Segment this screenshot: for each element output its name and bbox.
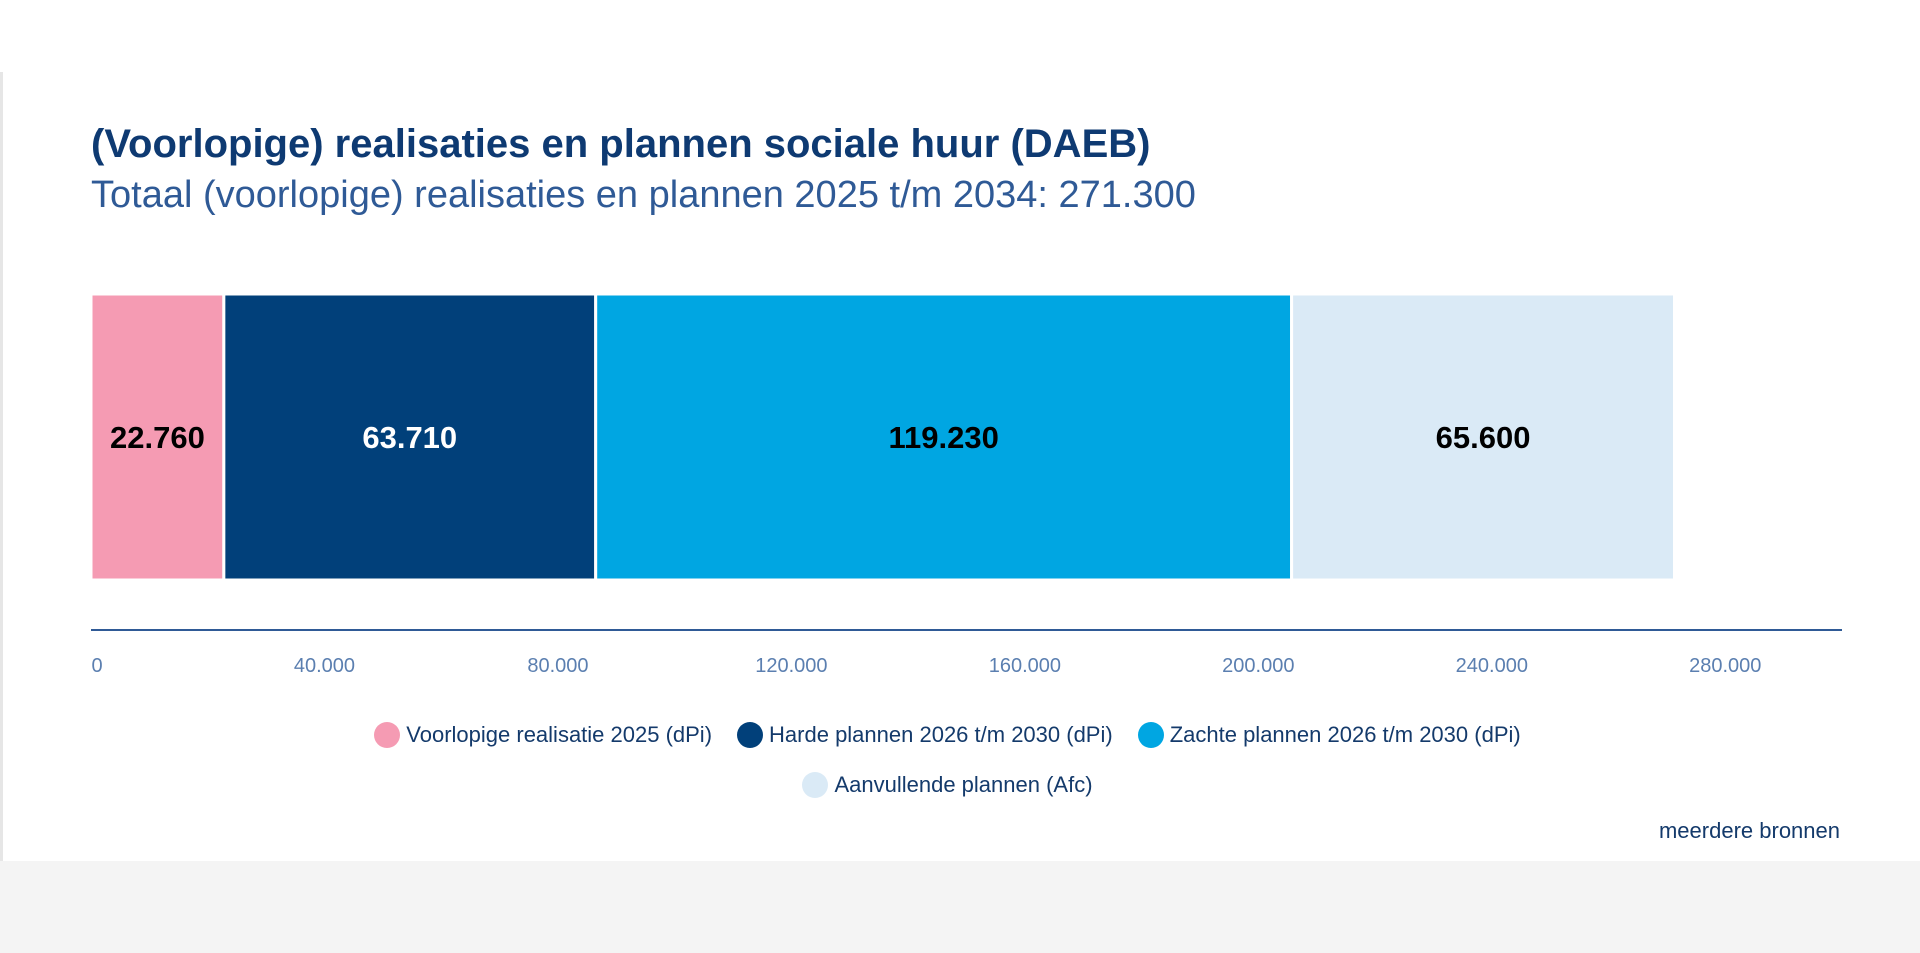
bar-value-label: 22.760: [110, 420, 205, 455]
bar-segment[interactable]: [89, 292, 226, 582]
chart-title: (Voorlopige) realisaties en plannen soci…: [91, 122, 1151, 166]
chart-legend: Voorlopige realisatie 2025 (dPi) Harde p…: [270, 722, 1650, 798]
bar-segment[interactable]: [1290, 292, 1676, 582]
x-axis-ticks: 0 40.000 80.000 120.000 160.000 200.000 240.00…: [91, 655, 1761, 677]
bar-value-label: 65.600: [1436, 420, 1531, 455]
frame-bottom-edge: [0, 861, 1920, 953]
x-tick-label: 240.000: [1456, 655, 1528, 677]
x-tick-label: 40.000: [294, 655, 355, 677]
source-link[interactable]: meerdere bronnen: [1658, 818, 1840, 843]
x-tick-label: 120.000: [755, 655, 827, 677]
legend-marker-icon: [374, 722, 401, 748]
legend-marker-icon: [1137, 722, 1164, 748]
legend-item[interactable]: Harde plannen 2026 t/m 2030 (dPi): [737, 722, 1113, 748]
x-tick-label: 200.000: [1222, 655, 1294, 677]
bar-group: 22.760 63.710 119.230 65.600: [89, 292, 1676, 582]
chart-subtitle: Totaal (voorlopige) realisaties en plann…: [91, 174, 1196, 216]
x-tick-label: 80.000: [527, 655, 588, 677]
legend-label: Aanvullende plannen (Afc): [834, 772, 1093, 797]
x-tick-label: 280.000: [1689, 655, 1761, 677]
legend-item[interactable]: Voorlopige realisatie 2025 (dPi): [374, 722, 712, 748]
legend-item[interactable]: Zachte plannen 2026 t/m 2030 (dPi): [1137, 722, 1521, 748]
x-tick-label: 160.000: [989, 655, 1061, 677]
bar-value-label: 63.710: [362, 420, 457, 455]
bar-segment[interactable]: [222, 292, 598, 582]
bar-value-label: 119.230: [888, 420, 998, 455]
legend-item[interactable]: Aanvullende plannen (Afc): [802, 772, 1093, 798]
legend-label: Harde plannen 2026 t/m 2030 (dPi): [769, 722, 1113, 747]
bar-segment[interactable]: [594, 292, 1294, 582]
legend-label: Voorlopige realisatie 2025 (dPi): [406, 722, 713, 747]
frame-left-edge: [0, 72, 3, 862]
legend-marker-icon: [737, 722, 764, 748]
stacked-bar-chart: 22.760 63.710 119.230 65.600 0 40.000 80.000 1…: [89, 292, 1842, 677]
legend-marker-icon: [802, 772, 829, 798]
x-tick-label: 0: [91, 655, 102, 677]
legend-label: Zachte plannen 2026 t/m 2030 (dPi): [1169, 722, 1521, 747]
